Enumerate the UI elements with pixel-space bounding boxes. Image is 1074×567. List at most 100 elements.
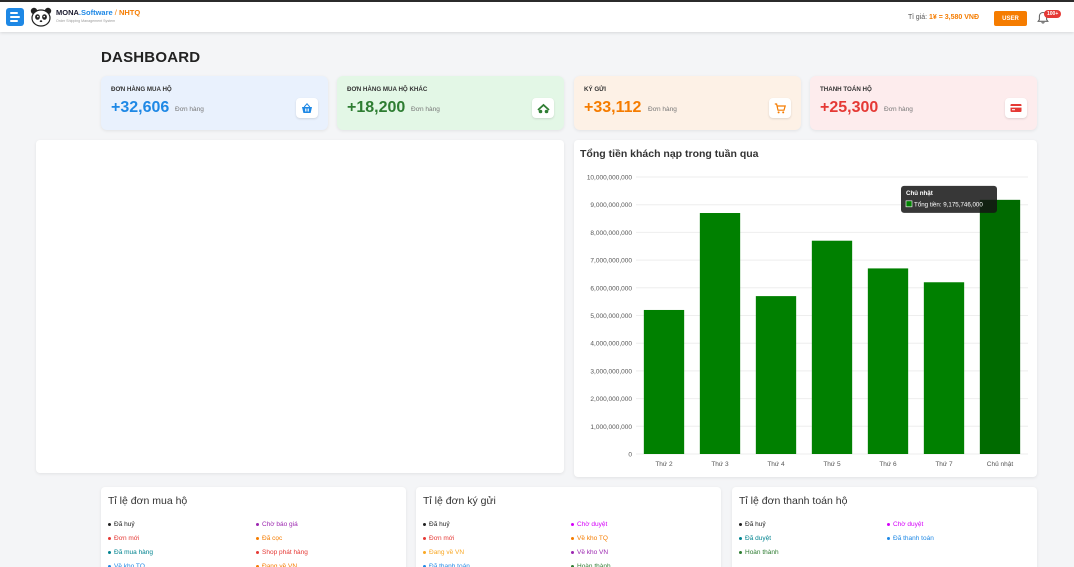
- chart-bar[interactable]: [923, 282, 965, 454]
- legend-label: Đã mua hàng: [114, 548, 154, 556]
- legend-item[interactable]: Về kho TQ: [571, 534, 719, 542]
- legend-label: Đã duyệt: [745, 534, 772, 542]
- legend-bullet: [739, 522, 742, 526]
- user-button[interactable]: USER: [994, 11, 1027, 26]
- stat-value: +32,606: [111, 99, 170, 116]
- y-tick-label: 2,000,000,000: [590, 396, 632, 403]
- legend-item[interactable]: Đã duyệt: [739, 534, 887, 542]
- legend-bullet: [571, 564, 574, 567]
- legend-bullet: [423, 564, 426, 567]
- chart-bar[interactable]: [979, 199, 1021, 454]
- legend-label: Shop phát hàng: [262, 548, 308, 556]
- stat-label: THANH TOÁN HỘ: [820, 86, 872, 93]
- legend-item[interactable]: Đơn mới: [423, 534, 571, 542]
- legend-label: Hoàn thành: [577, 562, 611, 567]
- chart-bar[interactable]: [811, 240, 853, 454]
- exchange-rate: Tỉ giá: 1¥ = 3,580 VNĐ: [908, 14, 980, 21]
- legend-item[interactable]: Đã cọc: [256, 534, 404, 542]
- legend-label: Về kho TQ: [577, 534, 608, 542]
- legend-bullet: [887, 536, 890, 540]
- legend-bullet: [256, 536, 259, 540]
- legend-item[interactable]: Hoàn thành: [739, 548, 887, 556]
- legend-label: Chờ duyệt: [893, 520, 924, 528]
- stat-label: ĐƠN HÀNG MUA HỘ KHÁC: [347, 86, 428, 93]
- chart-title: Tổng tiền khách nạp trong tuần qua: [580, 148, 759, 160]
- legend-item[interactable]: Đã huỷ: [108, 520, 256, 528]
- legend-bullet: [423, 536, 426, 540]
- tooltip-background: [901, 185, 997, 213]
- weekly-deposit-chart: 10,000,000,000 9,000,000,000 8,000,000,000…: [587, 175, 1028, 468]
- weekly-deposit-chart-card: Tổng tiền khách nạp trong tuần qua 10,00…: [574, 140, 1037, 477]
- legend-item[interactable]: Shop phát hàng: [256, 548, 404, 556]
- menu-toggle-button[interactable]: [6, 8, 24, 26]
- ratio-title: Tỉ lệ đơn mua hộ: [108, 495, 188, 507]
- ratio-title: Tỉ lệ đơn thanh toán hộ: [739, 495, 848, 507]
- legend-bullet: [571, 522, 574, 526]
- y-tick-label: 9,000,000,000: [590, 202, 632, 209]
- y-tick-label: 1,000,000,000: [590, 424, 632, 431]
- legend-bullet: [256, 550, 259, 554]
- ratio-card-purchase: Tỉ lệ đơn mua hộ Đã huỷ Chờ báo giá Đơn mớ…: [101, 487, 406, 567]
- chart-tooltip: Chủ nhật Tổng tiền: 9,175,746,000: [901, 185, 997, 213]
- legend-item[interactable]: Về kho TQ: [108, 562, 256, 567]
- stat-card-consignment[interactable]: KÝ GỬI +33,112 Đơn hàng: [574, 76, 801, 130]
- chart-bar[interactable]: [867, 268, 909, 454]
- legend-label: Về kho VN: [577, 548, 609, 556]
- panda-logo-icon[interactable]: [30, 7, 52, 27]
- legend-label: Về kho TQ: [114, 562, 145, 567]
- legend-label: Đang về VN: [429, 548, 465, 556]
- legend-label: Đã cọc: [262, 534, 283, 542]
- legend-bullet: [256, 522, 259, 526]
- legend-bullet: [108, 522, 111, 526]
- legend-bullet: [423, 522, 426, 526]
- legend-bullet: [739, 536, 742, 540]
- legend-item[interactable]: Chờ duyệt: [887, 520, 1035, 528]
- legend-label: Đã huỷ: [429, 520, 450, 528]
- truck-icon: [532, 98, 554, 118]
- legend-item[interactable]: Đã thanh toán: [887, 534, 1035, 542]
- top-bar: MONA.Software / NHTQ Order Shipping Mana…: [0, 0, 1074, 32]
- stat-unit: Đơn hàng: [884, 106, 913, 113]
- stat-unit: Đơn hàng: [175, 106, 204, 113]
- legend-item[interactable]: Đã huỷ: [739, 520, 887, 528]
- legend-bullet: [108, 536, 111, 540]
- legend-item[interactable]: Đã thanh toán: [423, 562, 571, 567]
- chart-bar[interactable]: [699, 213, 741, 454]
- legend-label: Hoàn thành: [745, 548, 779, 556]
- legend-label: Đã thanh toán: [893, 534, 934, 542]
- legend-label: Chờ duyệt: [577, 520, 608, 528]
- brand-name[interactable]: MONA.Software / NHTQ: [56, 8, 141, 17]
- legend-label: Đã huỷ: [745, 520, 766, 528]
- y-tick-label: 7,000,000,000: [590, 258, 632, 265]
- legend-item[interactable]: Hoàn thành: [571, 562, 719, 567]
- legend-label: Đơn mới: [114, 534, 140, 542]
- chart-bar[interactable]: [755, 296, 797, 454]
- legend-item[interactable]: Chờ báo giá: [256, 520, 404, 528]
- stat-card-other-purchase-orders[interactable]: ĐƠN HÀNG MUA HỘ KHÁC +18,200 Đơn hàng: [337, 76, 564, 130]
- x-tick-label: Thứ 3: [711, 461, 729, 468]
- brand-subtitle: Order Shipping Management System: [56, 19, 116, 23]
- y-tick-label: 5,000,000,000: [590, 313, 632, 320]
- stat-value: +18,200: [347, 99, 406, 116]
- stat-unit: Đơn hàng: [648, 106, 677, 113]
- legend-item[interactable]: Đã huỷ: [423, 520, 571, 528]
- legend-label: Đã huỷ: [114, 520, 135, 528]
- legend-bullet: [108, 564, 111, 567]
- legend-item[interactable]: Về kho VN: [571, 548, 719, 556]
- ratio-legend: Đã huỷ Chờ duyệt Đã duyệt Đã thanh toán Hoàn…: [739, 520, 1035, 556]
- legend-item[interactable]: Đang về VN: [256, 562, 404, 567]
- legend-label: Đơn mới: [429, 534, 455, 542]
- tooltip-swatch: [905, 200, 913, 208]
- legend-item[interactable]: Đang về VN: [423, 548, 571, 556]
- legend-item[interactable]: Đã mua hàng: [108, 548, 256, 556]
- stat-value: +25,300: [820, 99, 879, 116]
- stat-card-payment[interactable]: THANH TOÁN HỘ +25,300 Đơn hàng: [810, 76, 1037, 130]
- y-tick-label: 4,000,000,000: [590, 341, 632, 348]
- chart-bar[interactable]: [643, 309, 685, 454]
- legend-bullet: [423, 550, 426, 554]
- legend-item[interactable]: Đơn mới: [108, 534, 256, 542]
- x-tick-label: Chủ nhật: [987, 460, 1014, 468]
- legend-item[interactable]: Chờ duyệt: [571, 520, 719, 528]
- stat-card-purchase-orders[interactable]: ĐƠN HÀNG MUA HỘ +32,606 Đơn hàng: [101, 76, 328, 130]
- empty-panel: [36, 140, 564, 473]
